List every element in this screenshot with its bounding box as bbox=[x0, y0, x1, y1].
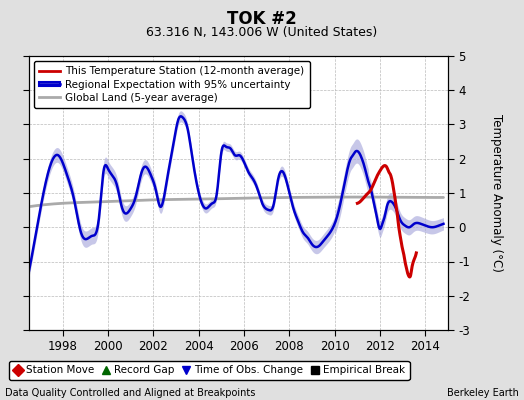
Text: 63.316 N, 143.006 W (United States): 63.316 N, 143.006 W (United States) bbox=[146, 26, 378, 39]
Legend: Station Move, Record Gap, Time of Obs. Change, Empirical Break: Station Move, Record Gap, Time of Obs. C… bbox=[8, 361, 410, 380]
Text: TOK #2: TOK #2 bbox=[227, 10, 297, 28]
Text: Berkeley Earth: Berkeley Earth bbox=[447, 388, 519, 398]
Text: Data Quality Controlled and Aligned at Breakpoints: Data Quality Controlled and Aligned at B… bbox=[5, 388, 256, 398]
Y-axis label: Temperature Anomaly (°C): Temperature Anomaly (°C) bbox=[490, 114, 503, 272]
